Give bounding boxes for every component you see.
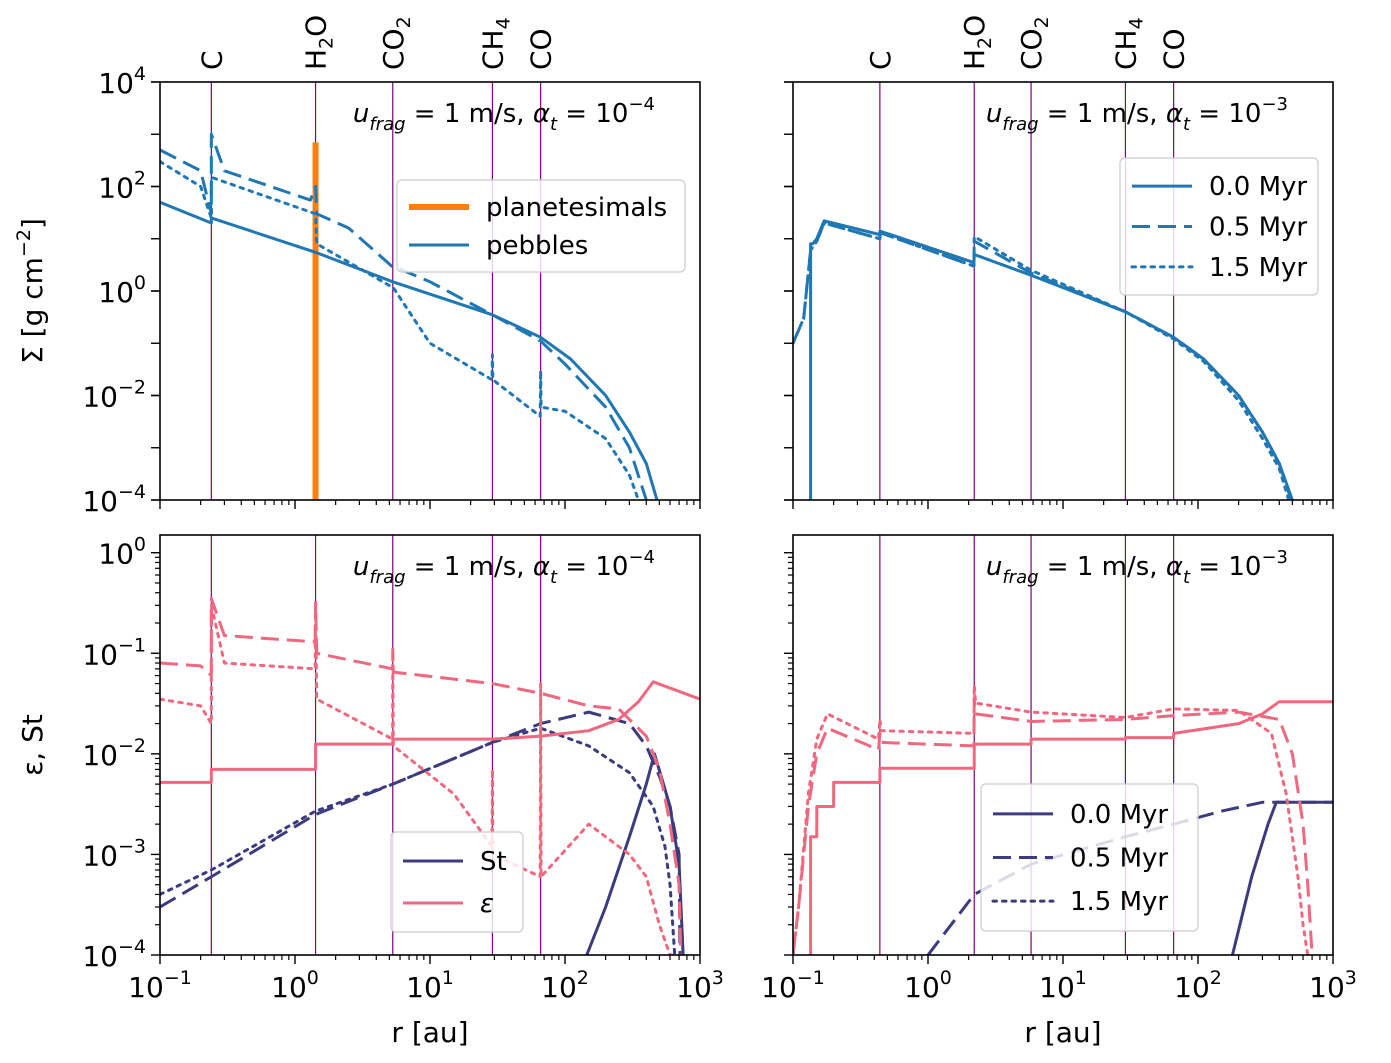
iceline-label-3: CH4 xyxy=(476,17,514,70)
iceline-label-0: C xyxy=(864,50,897,70)
y-tick-label-4: 100 xyxy=(98,534,146,571)
series-St-00-0 xyxy=(585,752,685,955)
legend: 0.0 Myr 0.5 Myr 1.5 Myr xyxy=(980,783,1199,932)
iceline-label-2: CO2 xyxy=(1015,16,1053,70)
y-tick-label-0: 10−4 xyxy=(82,481,146,518)
legend: St ε xyxy=(390,831,524,933)
legend-label-1: pebbles xyxy=(486,231,588,261)
iceline-label-4: CO xyxy=(1158,28,1191,70)
legend-label-0: St xyxy=(480,847,507,877)
panel-annotation: ufrag = 1 m/s, αt = 10−4 xyxy=(353,94,655,135)
x-tick-label-3: 102 xyxy=(541,967,589,1004)
series-eps-15-5 xyxy=(160,603,676,955)
series-eps-00-2 xyxy=(809,700,1333,955)
panel-bottom-left: 10−1 100 101 102 103 10−4 10−3 10−2 10−1 100 r [au… xyxy=(16,534,724,1049)
iceline-label-1: H2O xyxy=(300,15,338,70)
panel-top-left: C H2O CO2 CH4 CO 10−4 10−2 100 102 104 Σ [g cm−2] u… xyxy=(13,15,701,518)
iceline-label-1: H2O xyxy=(958,15,996,70)
y-tick-label-3: 10−1 xyxy=(82,634,146,671)
iceline-label-4: CO xyxy=(525,28,558,70)
x-tick-label-0: 10−1 xyxy=(128,967,192,1004)
y-axis-label: ε, St xyxy=(16,714,49,776)
y-tick-label-2: 10−2 xyxy=(82,735,146,772)
panel-annotation: ufrag = 1 m/s, αt = 10−3 xyxy=(986,94,1288,135)
series-St-00-0 xyxy=(1231,800,1333,955)
series-sigma-00-1 xyxy=(160,200,659,500)
legend-label-2: 1.5 Myr xyxy=(1209,253,1307,283)
legend-label-2: 1.5 Myr xyxy=(1070,887,1168,917)
legend-box xyxy=(980,783,1199,932)
legend-label-1: 0.5 Myr xyxy=(1209,213,1307,243)
series-sigma-15-2 xyxy=(793,221,1291,500)
y-tick-label-0: 10−4 xyxy=(82,936,146,973)
panel-annotation: ufrag = 1 m/s, αt = 10−3 xyxy=(986,547,1288,588)
series-eps-05-3 xyxy=(793,696,1314,955)
x-tick-label-1: 100 xyxy=(271,967,319,1004)
panel-bottom-right: 10−1 100 101 102 103 r [au] ufrag = 1 m/s, αt … xyxy=(761,534,1357,1049)
legend: planetesimals pebbles xyxy=(396,179,686,273)
legend-label-0: planetesimals xyxy=(486,193,667,223)
series-sigma-15-3 xyxy=(160,160,640,500)
x-tick-label-1: 100 xyxy=(904,967,952,1004)
series-St-05-1 xyxy=(160,710,682,955)
legend-label-1: ε xyxy=(480,889,494,919)
x-tick-label-2: 101 xyxy=(1039,967,1087,1004)
legend-label-0: 0.0 Myr xyxy=(1209,172,1307,202)
x-tick-label-4: 103 xyxy=(1309,967,1357,1004)
legend-box xyxy=(1119,157,1319,296)
panel-annotation: ufrag = 1 m/s, αt = 10−4 xyxy=(353,547,655,588)
x-axis-label: r [au] xyxy=(1024,1016,1101,1049)
iceline-label-3: CH4 xyxy=(1109,17,1147,70)
axes-frame xyxy=(159,81,701,501)
legend: 0.0 Myr 0.5 Myr 1.5 Myr xyxy=(1119,157,1319,296)
x-tick-label-2: 101 xyxy=(406,967,454,1004)
series-eps-05-4 xyxy=(160,597,683,955)
legend-label-1: 0.5 Myr xyxy=(1070,844,1168,874)
series-eps-15-4 xyxy=(793,683,1310,955)
iceline-label-2: CO2 xyxy=(377,16,415,70)
y-tick-label-1: 10−3 xyxy=(82,835,146,872)
iceline-label-0: C xyxy=(195,50,228,70)
y-tick-label-3: 102 xyxy=(98,168,146,205)
series-St-15-2 xyxy=(160,726,677,955)
y-tick-label-2: 100 xyxy=(98,272,146,309)
legend-box xyxy=(396,179,686,273)
x-tick-label-3: 102 xyxy=(1174,967,1222,1004)
legend-label-0: 0.0 Myr xyxy=(1070,800,1168,830)
panel-top-right: C H2O CO2 CH4 CO ufrag = 1 m/s, αt = 10−3 0.0 … xyxy=(784,15,1334,509)
legend-box xyxy=(390,831,524,933)
y-tick-label-1: 10−2 xyxy=(82,377,146,414)
x-tick-label-0: 10−1 xyxy=(761,967,825,1004)
series-eps-00-3 xyxy=(160,680,700,784)
series-sigma-05-2 xyxy=(160,132,648,500)
y-axis-label: Σ [g cm−2] xyxy=(13,218,49,364)
x-tick-label-4: 103 xyxy=(676,967,724,1004)
x-axis-label: r [au] xyxy=(391,1016,468,1049)
y-tick-label-4: 104 xyxy=(98,63,146,100)
